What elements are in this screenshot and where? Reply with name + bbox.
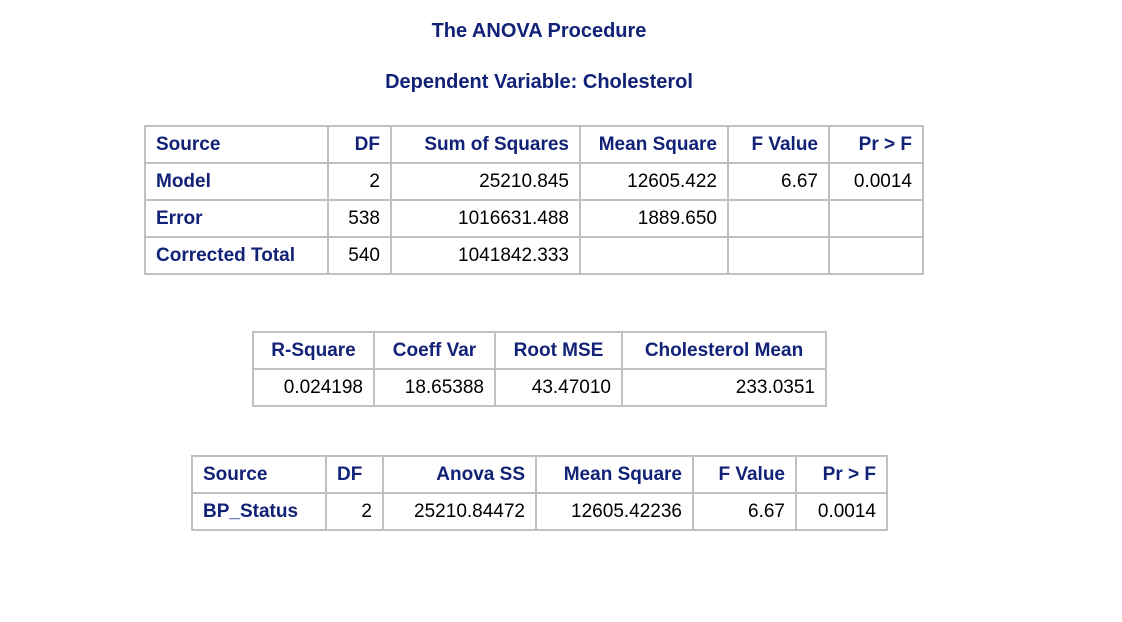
cell-df: 2 [325, 492, 384, 531]
cell-cholesterol-mean: 233.0351 [621, 368, 827, 407]
cell-r-square: 0.024198 [252, 368, 375, 407]
table-row: 0.024198 18.65388 43.47010 233.0351 [252, 368, 827, 407]
column-header-mean-square: Mean Square [535, 455, 694, 494]
cell-coeff-var: 18.65388 [373, 368, 496, 407]
cell-f-value: 6.67 [692, 492, 797, 531]
anova-table: Source DF Sum of Squares Mean Square F V… [144, 125, 924, 275]
dependent-variable-title: Dependent Variable: Cholesterol [385, 71, 693, 93]
cell-f-value: 6.67 [727, 162, 830, 201]
table-row: Corrected Total 540 1041842.333 [144, 236, 924, 275]
column-header-root-mse: Root MSE [494, 331, 623, 370]
cell-p-value [828, 199, 924, 238]
column-header-mean-square: Mean Square [579, 125, 729, 164]
cell-p-value: 0.0014 [795, 492, 888, 531]
table-row: Model 2 25210.845 12605.422 6.67 0.0014 [144, 162, 924, 201]
procedure-title: The ANOVA Procedure [431, 20, 647, 42]
row-header-bp-status: BP_Status [191, 492, 327, 531]
column-header-p-value: Pr > F [828, 125, 924, 164]
cell-f-value [727, 236, 830, 275]
column-header-f-value: F Value [727, 125, 830, 164]
cell-root-mse: 43.47010 [494, 368, 623, 407]
cell-mean-square [579, 236, 729, 275]
table-row: Error 538 1016631.488 1889.650 [144, 199, 924, 238]
cell-mean-square: 12605.422 [579, 162, 729, 201]
column-header-source: Source [144, 125, 329, 164]
cell-sum-of-squares: 1016631.488 [390, 199, 581, 238]
table-header-row: R-Square Coeff Var Root MSE Cholesterol … [252, 331, 827, 370]
cell-mean-square: 12605.42236 [535, 492, 694, 531]
table-header-row: Source DF Anova SS Mean Square F Value P… [191, 455, 888, 494]
table-row: BP_Status 2 25210.84472 12605.42236 6.67… [191, 492, 888, 531]
column-header-sum-of-squares: Sum of Squares [390, 125, 581, 164]
column-header-f-value: F Value [692, 455, 797, 494]
column-header-source: Source [191, 455, 327, 494]
column-header-coeff-var: Coeff Var [373, 331, 496, 370]
column-header-df: DF [327, 125, 392, 164]
cell-anova-ss: 25210.84472 [382, 492, 537, 531]
fit-statistics-table: R-Square Coeff Var Root MSE Cholesterol … [252, 331, 827, 407]
table-header-row: Source DF Sum of Squares Mean Square F V… [144, 125, 924, 164]
cell-df: 538 [327, 199, 392, 238]
column-header-p-value: Pr > F [795, 455, 888, 494]
column-header-r-square: R-Square [252, 331, 375, 370]
row-header-corrected-total: Corrected Total [144, 236, 329, 275]
cell-sum-of-squares: 1041842.333 [390, 236, 581, 275]
row-header-model: Model [144, 162, 329, 201]
cell-sum-of-squares: 25210.845 [390, 162, 581, 201]
column-header-df: DF [325, 455, 384, 494]
row-header-error: Error [144, 199, 329, 238]
cell-df: 2 [327, 162, 392, 201]
effect-table: Source DF Anova SS Mean Square F Value P… [191, 455, 888, 531]
cell-mean-square: 1889.650 [579, 199, 729, 238]
cell-p-value: 0.0014 [828, 162, 924, 201]
column-header-cholesterol-mean: Cholesterol Mean [621, 331, 827, 370]
cell-p-value [828, 236, 924, 275]
cell-f-value [727, 199, 830, 238]
cell-df: 540 [327, 236, 392, 275]
column-header-anova-ss: Anova SS [382, 455, 537, 494]
